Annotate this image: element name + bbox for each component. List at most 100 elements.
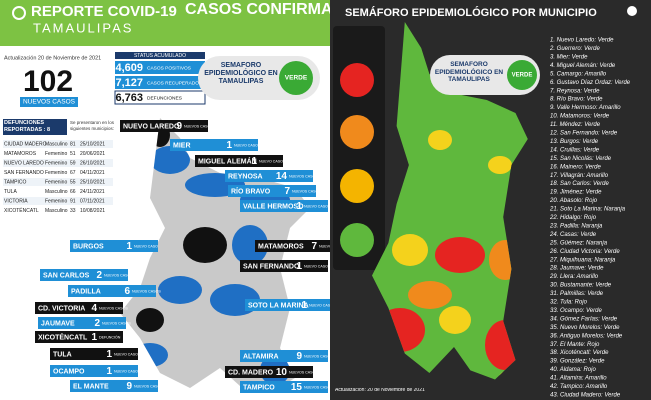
case-value: 2 (96, 270, 102, 281)
right-title: SEMÁFORO EPIDEMIOLÓGICO POR MUNICIPIO (345, 6, 597, 19)
case-label: NUEVOS CASOS (102, 321, 131, 325)
death-cell: 66 (70, 189, 76, 195)
new-cases-box (20, 97, 78, 107)
case-label: NUEVOS CASOS (304, 385, 333, 389)
case-label: NUEVO CASO (259, 159, 283, 163)
case-value: 4 (91, 303, 97, 314)
case-box (50, 365, 138, 377)
municipio-item: 15. San Nicolás: Verde (550, 156, 612, 162)
municipio-item: 6. Gustavo Díaz Ordaz: Verde (550, 80, 631, 86)
municipio-item: 18. San Carlos: Verde (550, 181, 609, 187)
virus-icon (12, 6, 26, 20)
municipio-item: 19. Jiménez: Verde (550, 190, 602, 196)
municipio-item: 8. Río Bravo: Verde (550, 97, 603, 103)
deaths-title: DEFUNCIONES REPORTADAS : 8 (4, 120, 51, 133)
case-box (240, 381, 328, 393)
light-red (340, 63, 374, 97)
case-box (70, 380, 158, 392)
case-value: 6 (124, 286, 130, 297)
header-band (0, 0, 330, 46)
case-name: MIER (173, 142, 191, 149)
right-semaforo-label: SEMÁFORO EPIDEMIOLÓGICO EN TAMAULIPAS (434, 61, 504, 83)
death-cell: NUEVO LAREDO (4, 160, 44, 166)
status-title: STATUS ACUMULADO (134, 53, 186, 59)
death-cell: TAMPICO (4, 179, 27, 185)
status-value: 94,609 (109, 62, 143, 74)
case-label: NUEVOS CASOS (289, 174, 318, 178)
case-name: SOTO LA MARINA (248, 302, 309, 309)
case-value: 9 (126, 381, 132, 392)
status-row (115, 76, 205, 89)
case-name: NUEVO LAREDO (123, 123, 180, 130)
death-row (3, 206, 113, 215)
case-name: TULA (53, 351, 72, 358)
case-value: 15 (291, 382, 303, 393)
municipio-item: 13. Burgos: Verde (550, 139, 599, 145)
death-row (3, 149, 113, 158)
case-label: NUEVOS CASOS (304, 354, 333, 358)
death-cell: Femenino (45, 170, 67, 176)
municipio-item: 9. Valle Hermoso: Amarillo (550, 105, 621, 111)
municipio-item: 11. Méndez: Verde (550, 122, 601, 128)
municipio-item: 17. Villagrán: Amarillo (550, 173, 609, 179)
case-box (35, 302, 123, 314)
case-value: 2 (94, 318, 100, 329)
case-label: NUEVOS CASOS (132, 289, 161, 293)
death-cell: 07/11/2021 (80, 198, 105, 204)
light-yellow (340, 169, 374, 203)
case-box (245, 299, 333, 311)
municipio-item: 4. Miguel Alemán: Verde (550, 63, 616, 69)
municipio-item: 5. Camargo: Amarillo (550, 71, 607, 77)
semaforo-status: VERDE (285, 75, 308, 82)
death-cell: Femenino (45, 160, 67, 166)
case-box (35, 331, 123, 343)
case-label: DEFUNCIÓN (99, 334, 121, 339)
municipio-item: 29. Llera: Amarillo (549, 274, 599, 280)
right-semaforo-label-wrap: SEMÁFORO EPIDEMIOLÓGICO EN TAMAULIPAS (434, 61, 504, 83)
case-name: RÍO BRAVO (231, 186, 271, 195)
death-cell: 20/06/2021 (80, 151, 105, 157)
case-value: 1 (296, 201, 302, 212)
municipio-item: 22. Hidalgo: Rojo (549, 215, 597, 221)
header-subtitle: TAMAULIPAS (33, 20, 133, 35)
death-cell: 67 (70, 170, 76, 176)
deaths-box (3, 119, 67, 135)
case-value: 1 (126, 241, 132, 252)
municipio-item: 16. Mainero: Verde (550, 164, 601, 170)
municipio-item: 14. Cruillas: Verde (550, 147, 600, 153)
case-name: BURGOS (73, 243, 104, 250)
case-box (50, 348, 138, 360)
death-cell: 91 (70, 198, 76, 204)
case-name: VALLE HERMOSO (243, 203, 304, 210)
update-text: Actualización 20 de Noviembre de 2021 (4, 55, 101, 61)
death-cell: 10/08/2021 (80, 208, 105, 214)
case-label: NUEVOS CASOS (104, 273, 133, 277)
case-label: NUEVO CASO (304, 264, 328, 268)
status-value: 6,763 (115, 92, 143, 104)
death-cell: Femenino (45, 179, 67, 185)
municipio-item: 37. El Mante: Rojo (550, 342, 600, 348)
municipio-item: 39. González: Verde (550, 359, 605, 365)
death-row (3, 197, 113, 205)
case-label: NUEVO CASO (309, 303, 333, 307)
death-cell: Masculino (45, 208, 68, 214)
death-row (3, 159, 113, 167)
municipio-item: 34. Gómez Farías: Verde (550, 316, 618, 322)
case-name: REYNOSA (228, 173, 263, 180)
death-cell: 24/11/2021 (80, 189, 105, 195)
death-row (3, 187, 113, 196)
case-box (70, 240, 158, 252)
case-box (195, 155, 283, 167)
case-box (228, 185, 316, 197)
municipio-item: 2. Guerrero: Verde (549, 46, 600, 52)
municipio-item: 12. San Fernando: Verde (550, 131, 618, 137)
death-cell: Masculino (45, 189, 68, 195)
light-orange (340, 115, 374, 149)
section-title: CASOS CONFIRMADOS (185, 1, 368, 18)
right-update-wrap: Actualización: 20 de Noviembre de 2021 (335, 388, 425, 393)
death-row (3, 178, 113, 186)
municipio-item: 21. Soto La Marina: Naranja (549, 207, 626, 213)
case-value: 7 (284, 186, 290, 197)
status-label: DEFUNCIONES (147, 95, 182, 101)
death-row (3, 140, 113, 148)
